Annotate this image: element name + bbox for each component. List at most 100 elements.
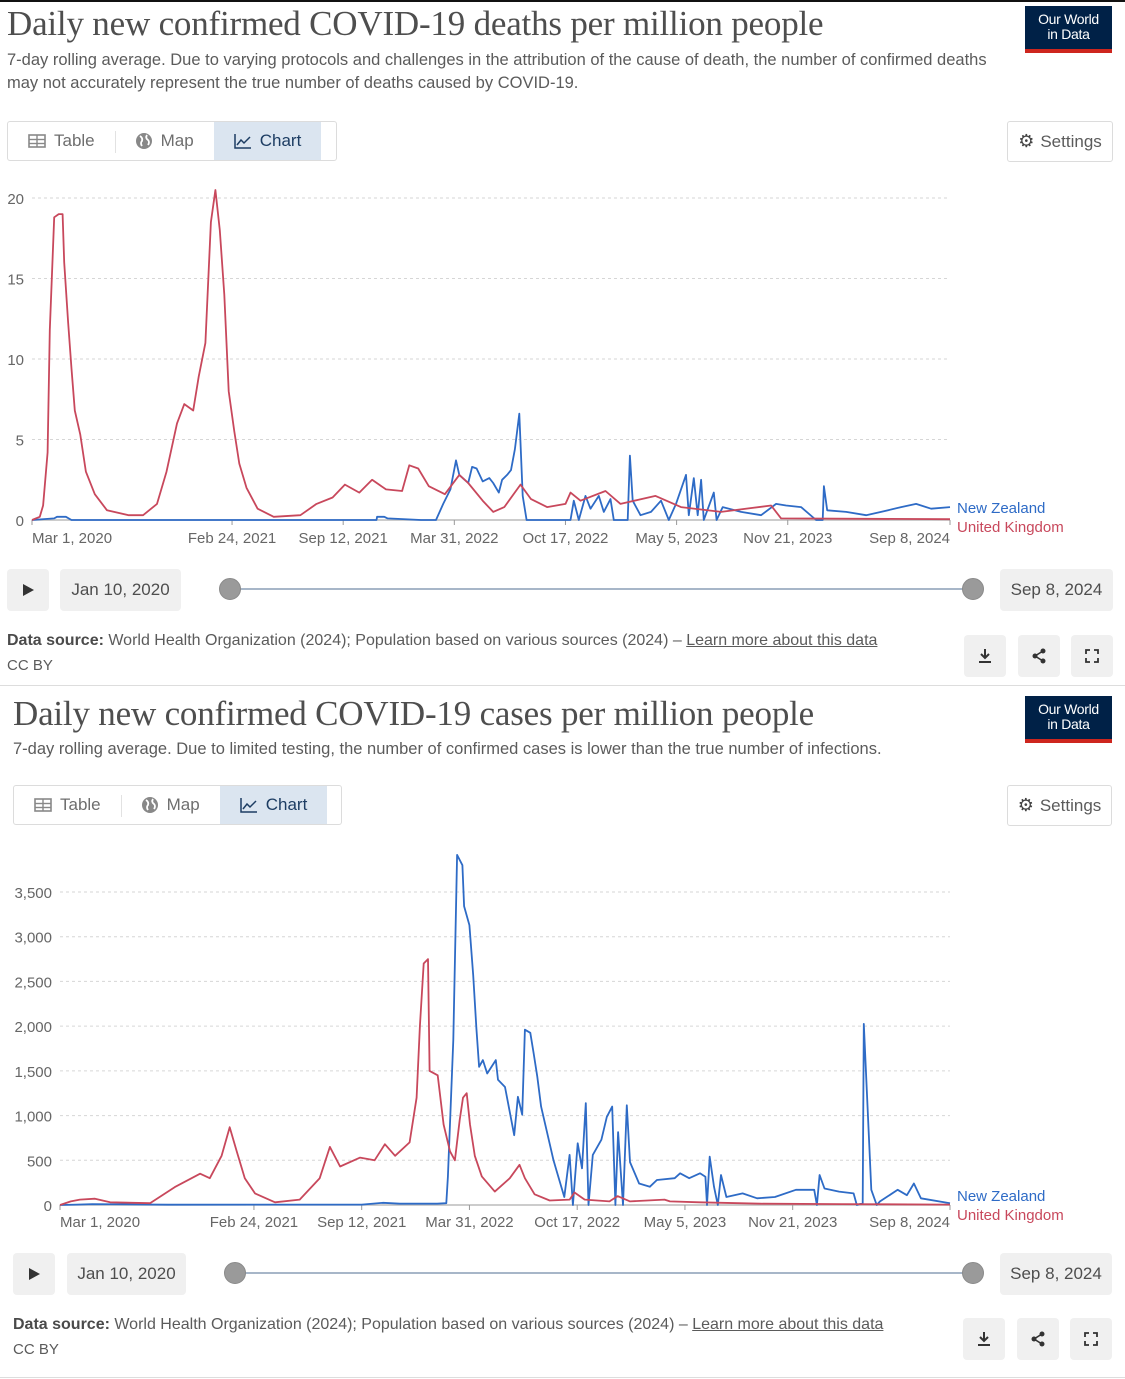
view-tabs: Table Map Chart [7,121,337,161]
play-icon [23,584,34,596]
series-line-united-kingdom [31,189,951,521]
data-source: Data source: World Health Organization (… [7,632,877,650]
bottom-divider [0,1377,1125,1378]
tab-label: Chart [265,795,308,814]
timeline-track[interactable] [235,1272,973,1274]
y-tick-label: 10 [7,352,24,369]
chart-subtitle: 7-day rolling average. Due to varying pr… [7,51,987,92]
chart-title: Daily new confirmed COVID-19 deaths per … [7,4,824,43]
tab-table[interactable]: Table [8,122,115,160]
x-tick-label: May 5, 2023 [635,530,718,547]
license: CC BY [7,657,53,674]
play-button[interactable] [13,1253,55,1295]
share-icon [1031,1331,1045,1347]
series-line-new-zealand [59,854,951,1206]
x-tick-label: Mar 1, 2020 [32,530,112,547]
timeline-start-date[interactable]: Jan 10, 2020 [67,1253,186,1295]
y-tick-label: 500 [27,1153,52,1170]
deaths-line-chart: 0 5 10 15 20 Mar 1, 2020 Feb 24, 2021 Sep 12, 2… [7,189,1064,547]
y-tick-label: 0 [16,513,24,530]
data-source: Data source: World Health Organization (… [13,1316,883,1334]
x-tick-label: Nov 21, 2023 [748,1214,837,1231]
tab-chart[interactable]: Chart [219,786,328,824]
globe-icon [141,797,158,813]
tab-chart[interactable]: Chart [213,122,322,160]
gear-icon: ⚙ [1018,131,1035,151]
x-tick-label: Feb 24, 2021 [210,1214,298,1231]
y-tick-label: 1,500 [14,1064,52,1081]
x-tick-label: Sep 8, 2024 [869,530,950,547]
fullscreen-icon [1085,649,1099,663]
fullscreen-button[interactable] [1071,635,1113,677]
source-text: World Health Organization (2024); Popula… [109,1316,693,1333]
source-label: Data source: [7,632,104,649]
download-button[interactable] [963,1318,1005,1360]
settings-button[interactable]: ⚙ Settings [1007,785,1112,826]
cases-line-chart: 0 500 1,000 1,500 2,000 2,500 3,000 3,500 Mar 1,… [14,854,1064,1231]
line-chart-icon [239,798,257,813]
table-icon [34,798,52,812]
series-line-new-zealand [31,412,951,521]
share-button[interactable] [1017,1318,1059,1360]
owid-logo[interactable]: Our World in Data [1025,6,1112,53]
legend-label: United Kingdom [957,1207,1064,1224]
owid-logo[interactable]: Our World in Data [1025,696,1112,743]
timeline-end-date[interactable]: Sep 8, 2024 [1000,1253,1112,1295]
download-icon [978,1332,990,1346]
tab-map[interactable]: Map [114,122,214,160]
chart-subtitle: 7-day rolling average. Due to limited te… [13,740,882,758]
logo-text: in Data [1047,26,1090,42]
legend-label: United Kingdom [957,519,1064,536]
source-label: Data source: [13,1316,110,1333]
tab-label: Map [166,795,200,814]
share-icon [1032,648,1046,664]
view-tabs: Table Map Chart [13,785,342,825]
learn-more-link[interactable]: Learn more about this data [686,632,878,649]
settings-label: Settings [1039,795,1102,815]
timeline-track[interactable] [230,588,973,590]
tab-label: Map [160,131,194,150]
legend-label: New Zealand [957,500,1045,517]
series-line-united-kingdom [59,958,951,1206]
settings-button[interactable]: ⚙ Settings [1007,121,1113,162]
tab-table[interactable]: Table [14,786,121,824]
y-tick-label: 5 [16,433,24,450]
tab-label: Table [54,131,95,150]
logo-text: Our World [1038,701,1099,717]
globe-icon [135,133,152,149]
license: CC BY [13,1341,59,1358]
logo-text: Our World [1038,11,1099,27]
y-tick-label: 3,000 [14,930,52,947]
x-tick-label: Mar 31, 2022 [425,1214,513,1231]
tab-label: Chart [259,131,302,150]
x-tick-label: May 5, 2023 [644,1214,727,1231]
y-tick-label: 0 [44,1198,52,1215]
download-button[interactable] [964,635,1006,677]
learn-more-link[interactable]: Learn more about this data [692,1316,884,1333]
y-tick-label: 2,000 [14,1019,52,1036]
fullscreen-button[interactable] [1070,1318,1112,1360]
panel-divider [0,685,1125,686]
x-tick-label: Oct 17, 2022 [523,530,609,547]
play-button[interactable] [7,569,49,611]
y-tick-label: 20 [7,191,24,208]
timeline-end-handle[interactable] [962,1262,984,1284]
chart-title: Daily new confirmed COVID-19 cases per m… [13,694,814,733]
fullscreen-icon [1084,1332,1098,1346]
x-tick-label: Mar 1, 2020 [60,1214,140,1231]
x-tick-label: Mar 31, 2022 [410,530,498,547]
logo-text: in Data [1047,716,1090,732]
timeline-start-handle[interactable] [219,578,241,600]
timeline-end-handle[interactable] [962,578,984,600]
legend-label: New Zealand [957,1188,1045,1205]
line-chart-icon [233,134,251,149]
timeline-end-date[interactable]: Sep 8, 2024 [1000,569,1113,611]
gear-icon: ⚙ [1017,795,1034,815]
y-tick-label: 2,500 [14,974,52,991]
share-button[interactable] [1018,635,1060,677]
timeline-start-date[interactable]: Jan 10, 2020 [60,569,181,611]
x-tick-label: Sep 8, 2024 [869,1214,950,1231]
tab-map[interactable]: Map [120,786,220,824]
table-icon [28,134,46,148]
timeline-start-handle[interactable] [224,1262,246,1284]
